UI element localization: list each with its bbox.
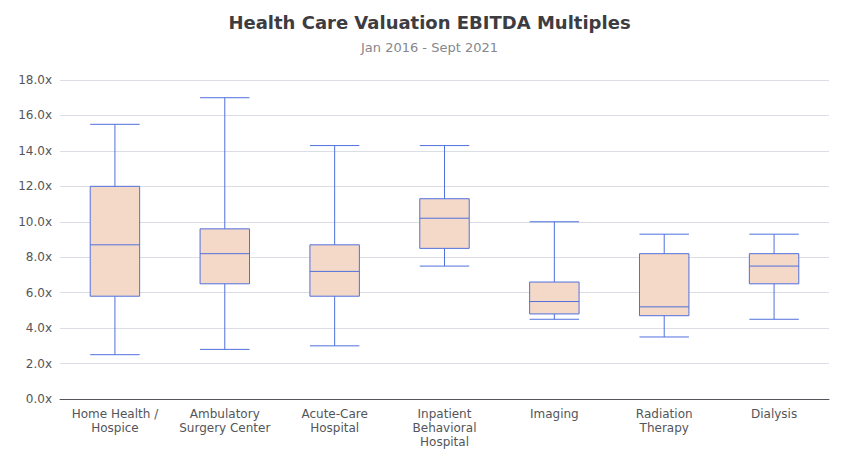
svg-text:10.0x: 10.0x bbox=[18, 215, 52, 229]
svg-text:16.0x: 16.0x bbox=[18, 108, 52, 122]
svg-text:Health Care Valuation EBITDA M: Health Care Valuation EBITDA Multiples bbox=[228, 12, 630, 33]
svg-text:Ambulatory: Ambulatory bbox=[190, 407, 260, 421]
svg-text:Hospital: Hospital bbox=[420, 435, 469, 449]
svg-text:2.0x: 2.0x bbox=[26, 357, 52, 371]
svg-text:18.0x: 18.0x bbox=[18, 73, 52, 87]
svg-text:Jan 2016 - Sept 2021: Jan 2016 - Sept 2021 bbox=[360, 40, 498, 55]
svg-text:Behavioral: Behavioral bbox=[413, 421, 477, 435]
svg-text:Acute-Care: Acute-Care bbox=[301, 407, 367, 421]
svg-text:Home Health /: Home Health / bbox=[72, 407, 159, 421]
svg-text:Hospice: Hospice bbox=[91, 421, 139, 435]
svg-text:8.0x: 8.0x bbox=[26, 250, 52, 264]
svg-text:4.0x: 4.0x bbox=[26, 321, 52, 335]
svg-text:Radiation: Radiation bbox=[636, 407, 693, 421]
svg-text:Therapy: Therapy bbox=[639, 421, 689, 435]
svg-text:6.0x: 6.0x bbox=[26, 286, 52, 300]
svg-text:0.0x: 0.0x bbox=[26, 392, 52, 406]
svg-text:Surgery Center: Surgery Center bbox=[179, 421, 270, 435]
svg-text:Imaging: Imaging bbox=[530, 407, 579, 421]
svg-text:Hospital: Hospital bbox=[310, 421, 359, 435]
svg-text:Inpatient: Inpatient bbox=[418, 407, 472, 421]
svg-text:14.0x: 14.0x bbox=[18, 144, 52, 158]
svg-text:12.0x: 12.0x bbox=[18, 179, 52, 193]
svg-text:Dialysis: Dialysis bbox=[751, 407, 797, 421]
